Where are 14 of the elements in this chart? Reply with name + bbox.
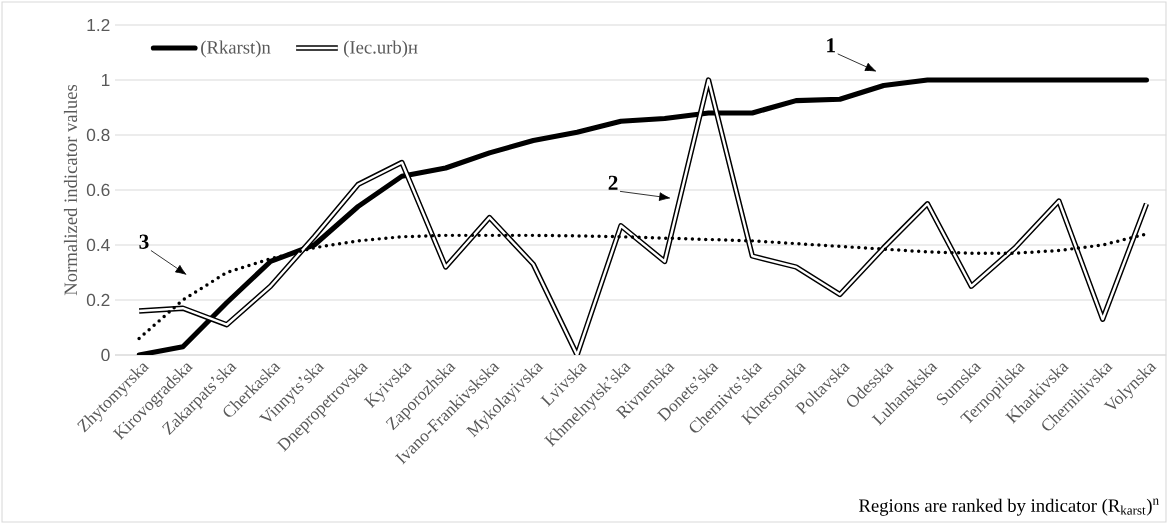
- legend-label: (Rkarst)n: [201, 40, 271, 58]
- annotation: 2: [608, 175, 618, 190]
- y-tick-label: 0.4: [86, 238, 110, 252]
- y-tick-label: 0.2: [86, 293, 110, 307]
- y-tick-label: 1: [101, 74, 110, 86]
- annotation: 3: [139, 234, 149, 249]
- legend-label: (Iec.urb)н: [343, 40, 418, 58]
- x-axis-title: Regions are ranked by indicator (R$_{karst}$)$^{n}$: [859, 498, 1159, 516]
- y-tick-label: 1.2: [87, 18, 110, 32]
- annotation: 1: [827, 38, 835, 53]
- y-axis-title: Normalized indicator values: [63, 84, 78, 296]
- y-tick-label: 0: [101, 348, 110, 362]
- y-tick-label: 0.6: [86, 183, 110, 197]
- y-tick-label: 0.8: [86, 128, 110, 142]
